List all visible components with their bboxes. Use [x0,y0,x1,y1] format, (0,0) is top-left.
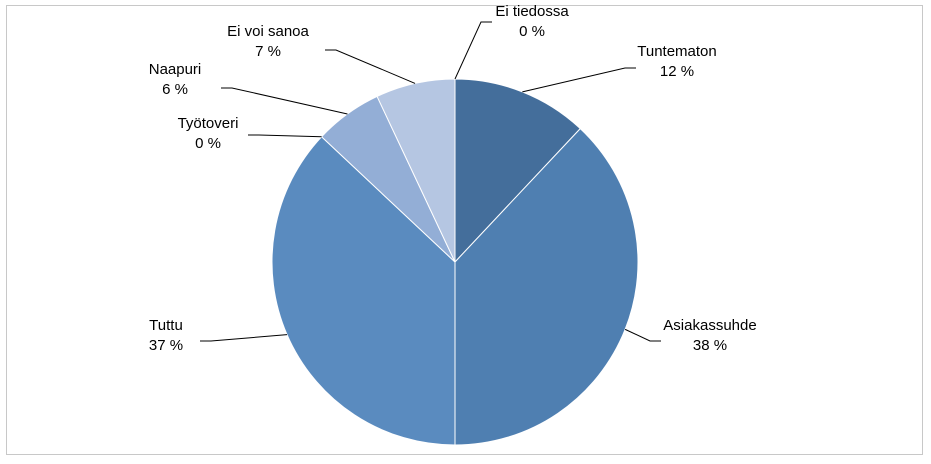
slice-value-ty-toveri: 0 % [195,135,221,152]
slice-label-ei-tiedossa: Ei tiedossa [495,3,569,20]
slice-label-tuttu: Tuttu [149,317,183,334]
slice-value-ei-voi-sanoa: 7 % [255,43,281,60]
leader-line-tuntematon [522,67,636,93]
slice-label-ty-toveri: Työtoveri [178,115,239,132]
slice-label-naapuri: Naapuri [149,61,202,78]
pie-slice-asiakassuhde [454,127,639,446]
leader-line-asiakassuhde [624,328,661,342]
pie-slices [271,78,639,446]
slice-value-naapuri: 6 % [162,81,188,98]
slice-label-tuntematon: Tuntematon [637,43,717,60]
slice-labels: Tuntematon 12 % Asiakassuhde 38 % Tuttu 37 % T… [149,3,757,354]
leader-line-ei-voi-sanoa [325,49,416,84]
pie-slice-tuntematon [454,78,581,264]
leader-line-tuttu [200,334,288,342]
leader-line-ty-toveri [248,134,322,138]
leader-line-ei-tiedossa [454,21,492,80]
slice-value-tuntematon: 12 % [660,63,694,80]
slice-label-ei-voi-sanoa: Ei voi sanoa [227,23,309,40]
slice-value-ei-tiedossa: 0 % [519,23,545,40]
slice-label-asiakassuhde: Asiakassuhde [663,317,756,334]
leader-line-naapuri [221,87,348,115]
slice-value-tuttu: 37 % [149,337,183,354]
leader-lines [200,21,661,342]
slice-value-asiakassuhde: 38 % [693,337,727,354]
pie-slice-tuttu [271,136,456,446]
